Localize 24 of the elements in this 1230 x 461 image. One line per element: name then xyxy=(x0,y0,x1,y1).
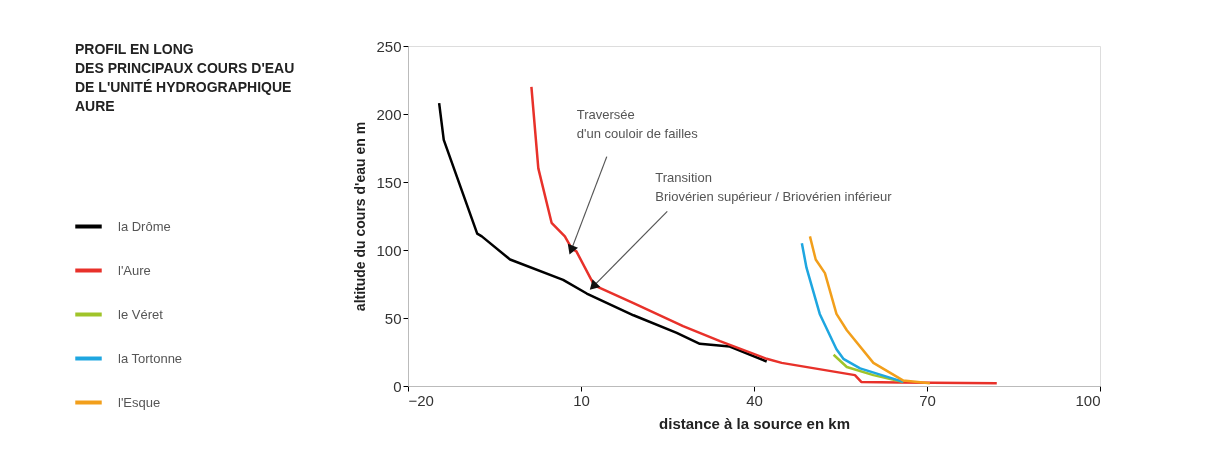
x-tick-label: −20 xyxy=(408,391,434,409)
x-axis-title: distance à la source en km xyxy=(659,414,850,432)
x-tick-label: 40 xyxy=(746,391,763,409)
x-tick-label: 70 xyxy=(919,391,936,409)
x-tick-label: 10 xyxy=(573,391,590,409)
legend-label: le Véret xyxy=(118,306,164,322)
legend-label: l'Aure xyxy=(118,262,151,278)
y-axis-title: altitude du cours d'eau en m xyxy=(352,121,369,312)
x-tick-label: 100 xyxy=(1075,391,1101,409)
legend-label: la Tortonne xyxy=(118,350,183,366)
y-tick-label: 0 xyxy=(393,377,402,395)
text: PROFIL EN LONG DES PRINCIPAUX COURS D'EAU DE L'UNITÉ HYDROGRAPHIQUE AURE xyxy=(75,41,295,114)
line-series xyxy=(800,241,905,384)
legend-label: l'Esque xyxy=(118,394,161,410)
annotation: Transition Briovérien supérieur / Briovérien inférieur xyxy=(655,170,893,205)
y-tick-label: 100 xyxy=(376,241,402,259)
annotation: Traversée d'un couloir de failles xyxy=(576,106,699,141)
y-tick-label: 250 xyxy=(376,37,402,55)
y-tick-label: 200 xyxy=(376,105,402,123)
line-series xyxy=(808,235,932,385)
y-tick-label: 50 xyxy=(384,309,402,327)
line-series xyxy=(530,85,999,385)
y-tick-label: 150 xyxy=(376,173,402,191)
legend-label: la Drôme xyxy=(118,218,171,234)
